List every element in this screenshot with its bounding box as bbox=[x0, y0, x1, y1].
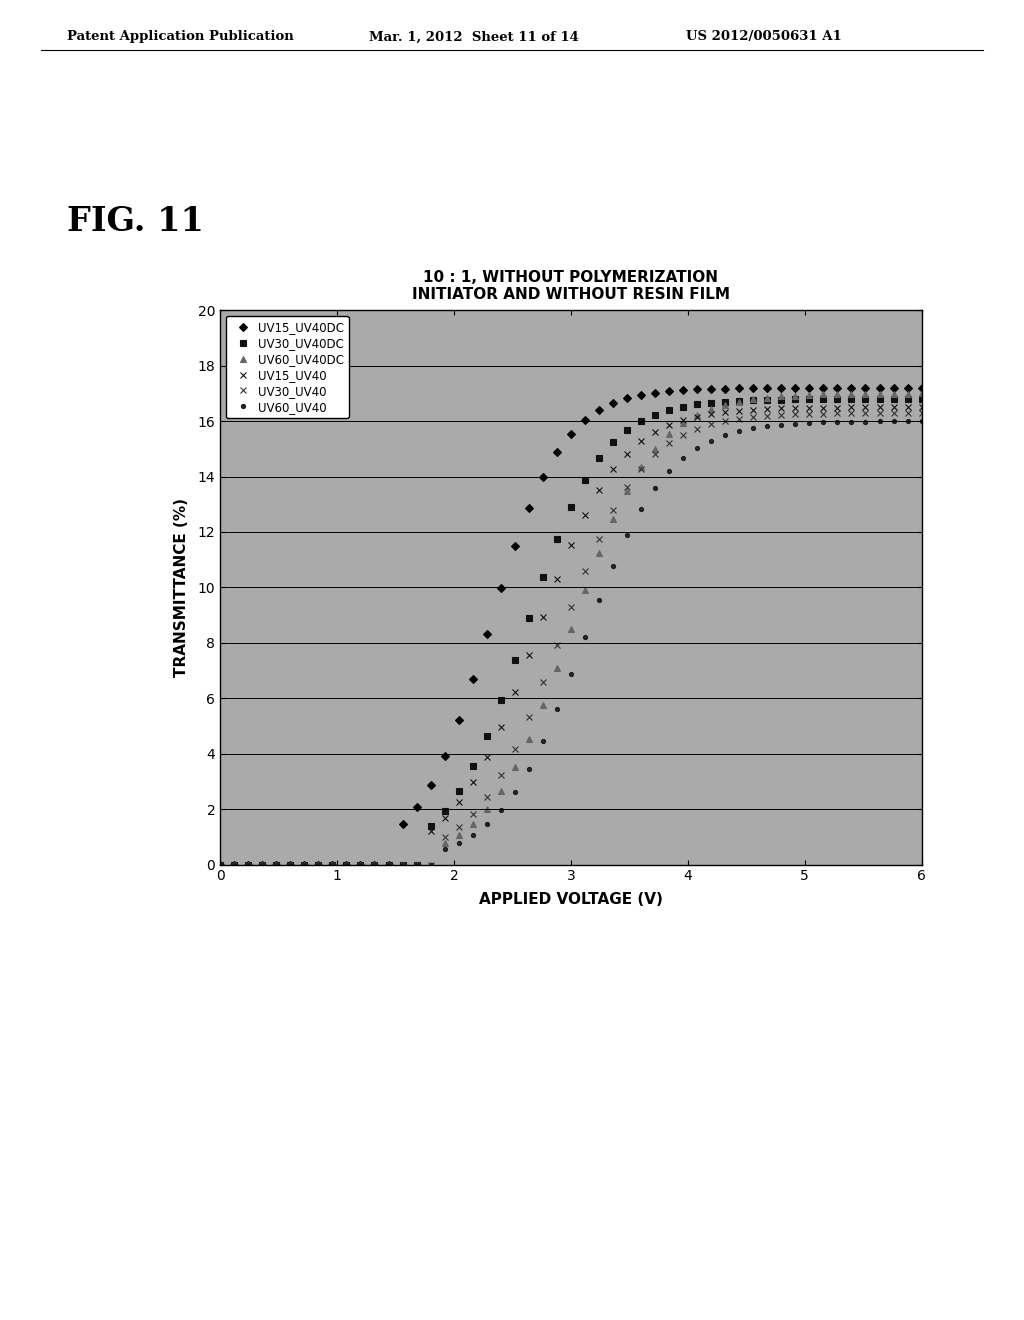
Text: Patent Application Publication: Patent Application Publication bbox=[67, 30, 293, 44]
Text: FIG. 11: FIG. 11 bbox=[67, 205, 204, 238]
Text: US 2012/0050631 A1: US 2012/0050631 A1 bbox=[686, 30, 842, 44]
Title: 10 : 1, WITHOUT POLYMERIZATION
INITIATOR AND WITHOUT RESIN FILM: 10 : 1, WITHOUT POLYMERIZATION INITIATOR… bbox=[412, 269, 730, 302]
X-axis label: APPLIED VOLTAGE (V): APPLIED VOLTAGE (V) bbox=[479, 892, 663, 907]
Legend: UV15_UV40DC, UV30_UV40DC, UV60_UV40DC, UV15_UV40, UV30_UV40, UV60_UV40: UV15_UV40DC, UV30_UV40DC, UV60_UV40DC, U… bbox=[226, 315, 348, 418]
Y-axis label: TRANSMITTANCE (%): TRANSMITTANCE (%) bbox=[174, 498, 189, 677]
Text: Mar. 1, 2012  Sheet 11 of 14: Mar. 1, 2012 Sheet 11 of 14 bbox=[369, 30, 579, 44]
